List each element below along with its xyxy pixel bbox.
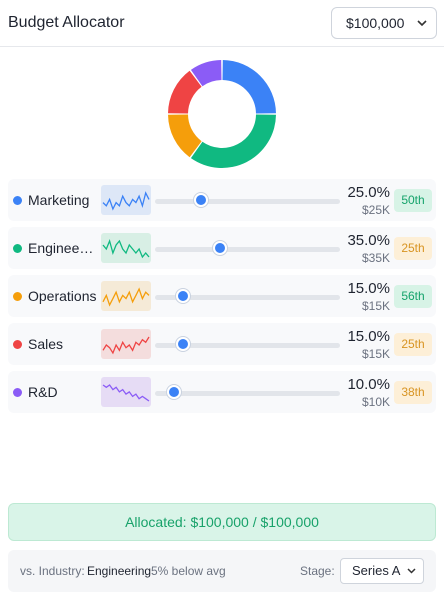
allocation-row: Operations 15.0% $15K 56th — [8, 275, 436, 317]
donut-slice-marketing — [222, 60, 276, 114]
total-budget-value: $100,000 — [346, 15, 405, 31]
allocation-amount: $35K — [361, 251, 390, 265]
allocation-amount: $15K — [361, 299, 390, 313]
category-label: Engineer… — [28, 240, 98, 256]
app-title: Budget Allocator — [8, 14, 125, 31]
sparkline-svg — [102, 238, 150, 259]
allocation-slider-thumb[interactable] — [212, 241, 227, 255]
allocation-slider-track[interactable] — [155, 199, 340, 204]
industry-percentile-badge: 50th — [394, 189, 432, 212]
trend-sparkline — [101, 281, 151, 311]
sparkline-line — [102, 287, 150, 307]
chevron-down-icon — [406, 559, 417, 592]
allocation-slider-thumb[interactable] — [175, 289, 190, 303]
allocation-percent: 15.0% — [347, 328, 390, 345]
allocation-row: Sales 15.0% $15K 25th — [8, 323, 436, 365]
comparison-delta: 5% below avg — [151, 564, 226, 578]
donut-slice-sales — [168, 70, 202, 114]
donut-slice-engineering — [190, 114, 276, 168]
allocation-slider-track[interactable] — [155, 295, 340, 300]
allocation-slider-thumb[interactable] — [175, 337, 190, 351]
allocation-amount: $10K — [361, 395, 390, 409]
donut-svg — [168, 60, 276, 168]
allocation-total: Allocated: $100,000 / $100,000 — [8, 503, 436, 541]
sparkline-svg — [102, 191, 150, 211]
category-color-dot — [13, 388, 22, 397]
comparison-category: Engineering — [87, 564, 152, 578]
industry-comparison: vs. Industry: Engineering 5% below avg S… — [8, 550, 436, 592]
allocation-percent: 10.0% — [347, 376, 390, 393]
stage-value: Series A — [352, 563, 401, 578]
category-color-dot — [13, 244, 22, 253]
allocation-slider-thumb[interactable] — [194, 193, 209, 207]
industry-percentile-badge: 25th — [394, 237, 432, 260]
allocation-percent: 25.0% — [347, 184, 390, 201]
trend-sparkline — [101, 329, 151, 359]
sparkline-line — [102, 191, 150, 211]
allocation-row: R&D 10.0% $10K 38th — [8, 371, 436, 413]
allocation-slider-track[interactable] — [155, 247, 340, 252]
allocation-row: Engineer… 35.0% $35K 25th — [8, 227, 436, 269]
allocation-amount: $15K — [361, 347, 390, 361]
sparkline-svg — [102, 287, 150, 307]
header: Budget Allocator $100,000 — [0, 0, 444, 47]
sparkline-svg — [102, 384, 150, 402]
trend-sparkline — [101, 233, 151, 263]
industry-percentile-badge: 56th — [394, 285, 432, 308]
category-label: Operations — [28, 288, 97, 304]
donut-slice-operations — [168, 114, 202, 158]
allocation-slider-track[interactable] — [155, 343, 340, 348]
industry-percentile-badge: 38th — [394, 381, 432, 404]
category-label: Sales — [28, 336, 64, 352]
allocation-amount: $25K — [361, 203, 390, 217]
sparkline-line — [102, 336, 150, 355]
category-color-dot — [13, 340, 22, 349]
chevron-down-icon — [416, 9, 428, 50]
category-color-dot — [13, 292, 22, 301]
trend-sparkline — [101, 377, 151, 407]
trend-sparkline — [101, 185, 151, 215]
allocation-slider-thumb[interactable] — [166, 385, 181, 399]
sparkline-line — [102, 238, 150, 259]
stage-label: Stage: — [300, 564, 335, 578]
allocation-row: Marketing 25.0% $25K 50th — [8, 179, 436, 221]
industry-percentile-badge: 25th — [394, 333, 432, 356]
category-label: Marketing — [28, 192, 90, 208]
donut-slice-r-d — [190, 60, 222, 87]
allocation-percent: 35.0% — [347, 232, 390, 249]
allocation-percent: 15.0% — [347, 280, 390, 297]
category-color-dot — [13, 196, 22, 205]
total-budget-select[interactable]: $100,000 — [331, 7, 437, 39]
allocation-slider-track[interactable] — [155, 391, 340, 396]
sparkline-line — [102, 384, 150, 402]
allocation-donut-chart — [167, 59, 277, 169]
category-label: R&D — [28, 384, 58, 400]
sparkline-svg — [102, 336, 150, 355]
stage-select[interactable]: Series A — [340, 558, 424, 584]
vs-industry-label: vs. Industry: — [20, 564, 85, 578]
